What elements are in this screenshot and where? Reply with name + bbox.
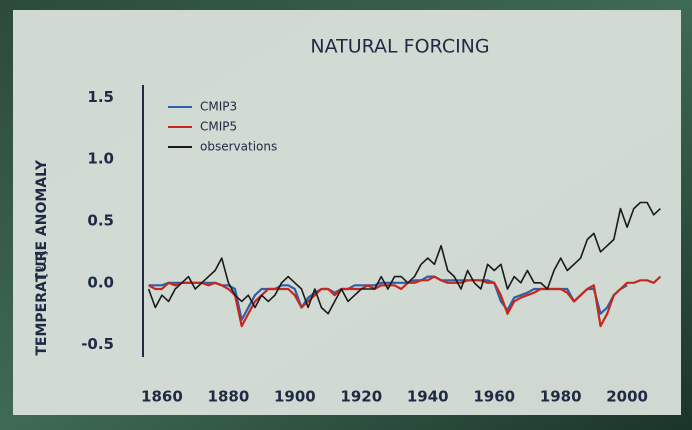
x-tick-label: 1920	[340, 388, 382, 406]
x-tick-label: 1960	[473, 388, 515, 406]
legend-label: CMIP3	[200, 100, 237, 114]
y-tick-label: 0.5	[87, 212, 114, 230]
x-tick-label: 1900	[274, 388, 316, 406]
x-tick-label: 1860	[141, 388, 183, 406]
y-axis-unit: [ºC]	[34, 251, 50, 278]
y-tick-label: 1.0	[87, 150, 114, 168]
legend-label: CMIP5	[200, 120, 237, 134]
legend-label: observations	[200, 140, 277, 154]
x-tick-label: 2000	[606, 388, 648, 406]
chart-title: NATURAL FORCING	[310, 36, 489, 58]
page: {"chart_data": { "type": "line", "title"…	[0, 0, 692, 430]
y-tick-label: -0.5	[81, 335, 114, 353]
x-tick-label: 1980	[540, 388, 582, 406]
x-tick-label: 1880	[208, 388, 250, 406]
y-tick-label: 0.0	[87, 273, 114, 291]
chart: NATURAL FORCING TEMPERATURE ANOMALY [ºC]…	[0, 0, 692, 430]
y-tick-label: 1.5	[87, 88, 114, 106]
x-tick-label: 1940	[407, 388, 449, 406]
